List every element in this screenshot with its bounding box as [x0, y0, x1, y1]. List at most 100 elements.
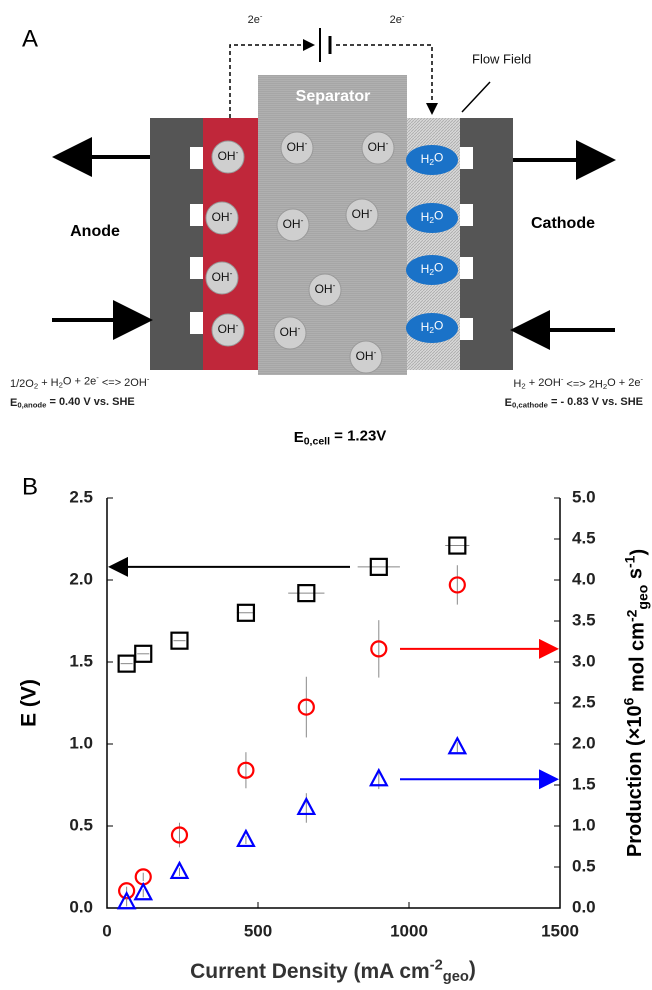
text-part: 2 — [521, 382, 525, 391]
text-part: ) — [628, 549, 650, 556]
marker — [448, 536, 467, 555]
marker — [369, 557, 388, 576]
text-part: H — [421, 210, 430, 224]
text-part: 6 — [620, 697, 636, 705]
x-tick-label: 1500 — [541, 921, 579, 940]
text-part: Current Density (mA cm — [190, 960, 430, 983]
text-part: = - 0.83 V vs. SHE — [548, 396, 643, 408]
marker — [170, 631, 189, 650]
y2-tick-label: 4.5 — [572, 528, 596, 547]
text-part: <=> 2H — [563, 378, 603, 390]
text-part: O — [434, 209, 443, 223]
y2-tick-label: 1.0 — [572, 815, 596, 834]
cathode-label: Cathode — [531, 215, 595, 232]
y2-tick-label: 5.0 — [572, 487, 596, 506]
separator-label: Separator — [296, 88, 371, 105]
flow-field-label: Flow Field — [472, 51, 531, 66]
text-part: E — [10, 397, 17, 409]
text-part: O + 2e — [607, 377, 640, 389]
marker — [116, 890, 137, 910]
y2-tick-label: 1.5 — [572, 774, 596, 793]
water — [406, 313, 458, 343]
text-part: - — [236, 320, 239, 330]
text-part: - — [236, 147, 239, 157]
text-part: OH — [218, 149, 236, 163]
text-part: geo — [443, 969, 469, 985]
y2-tick-label: 2.5 — [572, 692, 596, 711]
ion-label: OH- — [287, 138, 308, 154]
ion-label: OH- — [315, 280, 336, 296]
text-part: - — [96, 373, 99, 382]
text-part: OH — [356, 349, 374, 363]
y2-axis-label: Production (×106 mol cm-2geo s-1) — [620, 549, 650, 857]
x-tick-label: 1000 — [390, 921, 428, 940]
marker — [296, 796, 317, 816]
text-part: OH — [315, 282, 333, 296]
text-part: - — [561, 374, 564, 383]
marker — [236, 828, 256, 848]
cell-potential: E0,cell = 1.23V — [294, 427, 387, 447]
pointer — [461, 81, 491, 113]
text-part: 2e — [248, 14, 260, 26]
text-part: <=> 2OH — [99, 377, 147, 389]
text-part: - — [230, 268, 233, 278]
text-part: H — [421, 320, 430, 334]
ion-label: OH- — [368, 138, 389, 154]
hydroxide — [205, 261, 239, 295]
cathode-reaction: H2 + 2OH- <=> 2H2O + 2e- — [513, 374, 643, 391]
y-tick-label: 2.5 — [69, 487, 93, 506]
hydroxide — [211, 140, 245, 174]
text-part: OH — [368, 140, 386, 154]
text-part: ) — [469, 957, 476, 980]
hydroxide — [211, 313, 245, 347]
water-label: H2O — [421, 261, 444, 277]
circuit — [229, 39, 438, 118]
cathode-potential: E0,cathode = - 0.83 V vs. SHE — [505, 396, 643, 410]
hydroxide — [345, 198, 379, 232]
text-part: -2 — [430, 957, 443, 973]
text-part: - — [260, 12, 263, 21]
ion-label: OH- — [283, 215, 304, 231]
text-part: geo — [634, 585, 650, 610]
y-tick-label: 0.0 — [69, 897, 93, 916]
x-tick-label: 0 — [102, 921, 111, 940]
text-part: - — [301, 215, 304, 225]
text-part: 0,cathode — [512, 401, 549, 410]
panel-label: B — [22, 473, 38, 500]
text-part: 0,cell — [304, 435, 330, 447]
ion-label: OH- — [352, 205, 373, 221]
text-part: 2 — [34, 382, 38, 391]
y2-tick-label: 3.0 — [572, 651, 596, 670]
marker — [236, 603, 256, 622]
chart: B Production (×106 mol cm-2geo s-1) 0.0 0… — [18, 473, 651, 985]
hydroxide — [280, 131, 314, 165]
water-label: H2O — [421, 319, 444, 335]
anode-label: Anode — [70, 223, 120, 240]
marker — [448, 576, 466, 594]
marker — [169, 860, 190, 880]
text-part: 2 — [59, 381, 63, 390]
y2-tick-label: 0.0 — [572, 897, 596, 916]
hydroxide — [273, 316, 307, 350]
hydroxide — [276, 208, 310, 242]
text-part: H — [421, 262, 430, 276]
text-part: OH — [212, 210, 230, 224]
text-part: 2 — [429, 157, 434, 167]
water-label: H2O — [421, 151, 444, 167]
text-part: - — [230, 208, 233, 218]
ion-label: OH- — [280, 323, 301, 339]
text-part: s — [625, 568, 647, 585]
text-part: - — [640, 375, 643, 384]
y-tick-label: 2.0 — [69, 569, 93, 588]
marker — [133, 881, 154, 901]
marker — [368, 767, 389, 787]
x-tick-label: 500 — [244, 921, 272, 940]
y2-tick-label: 0.5 — [572, 856, 596, 875]
anode-reaction: 1/2O2 + H2O + 2e- <=> 2OH- — [10, 373, 150, 390]
marker — [117, 654, 136, 673]
text-part: - — [402, 12, 405, 21]
ion-label: OH- — [218, 320, 239, 336]
text-part: -1 — [621, 555, 637, 568]
marker — [447, 735, 468, 755]
marker — [297, 698, 315, 716]
